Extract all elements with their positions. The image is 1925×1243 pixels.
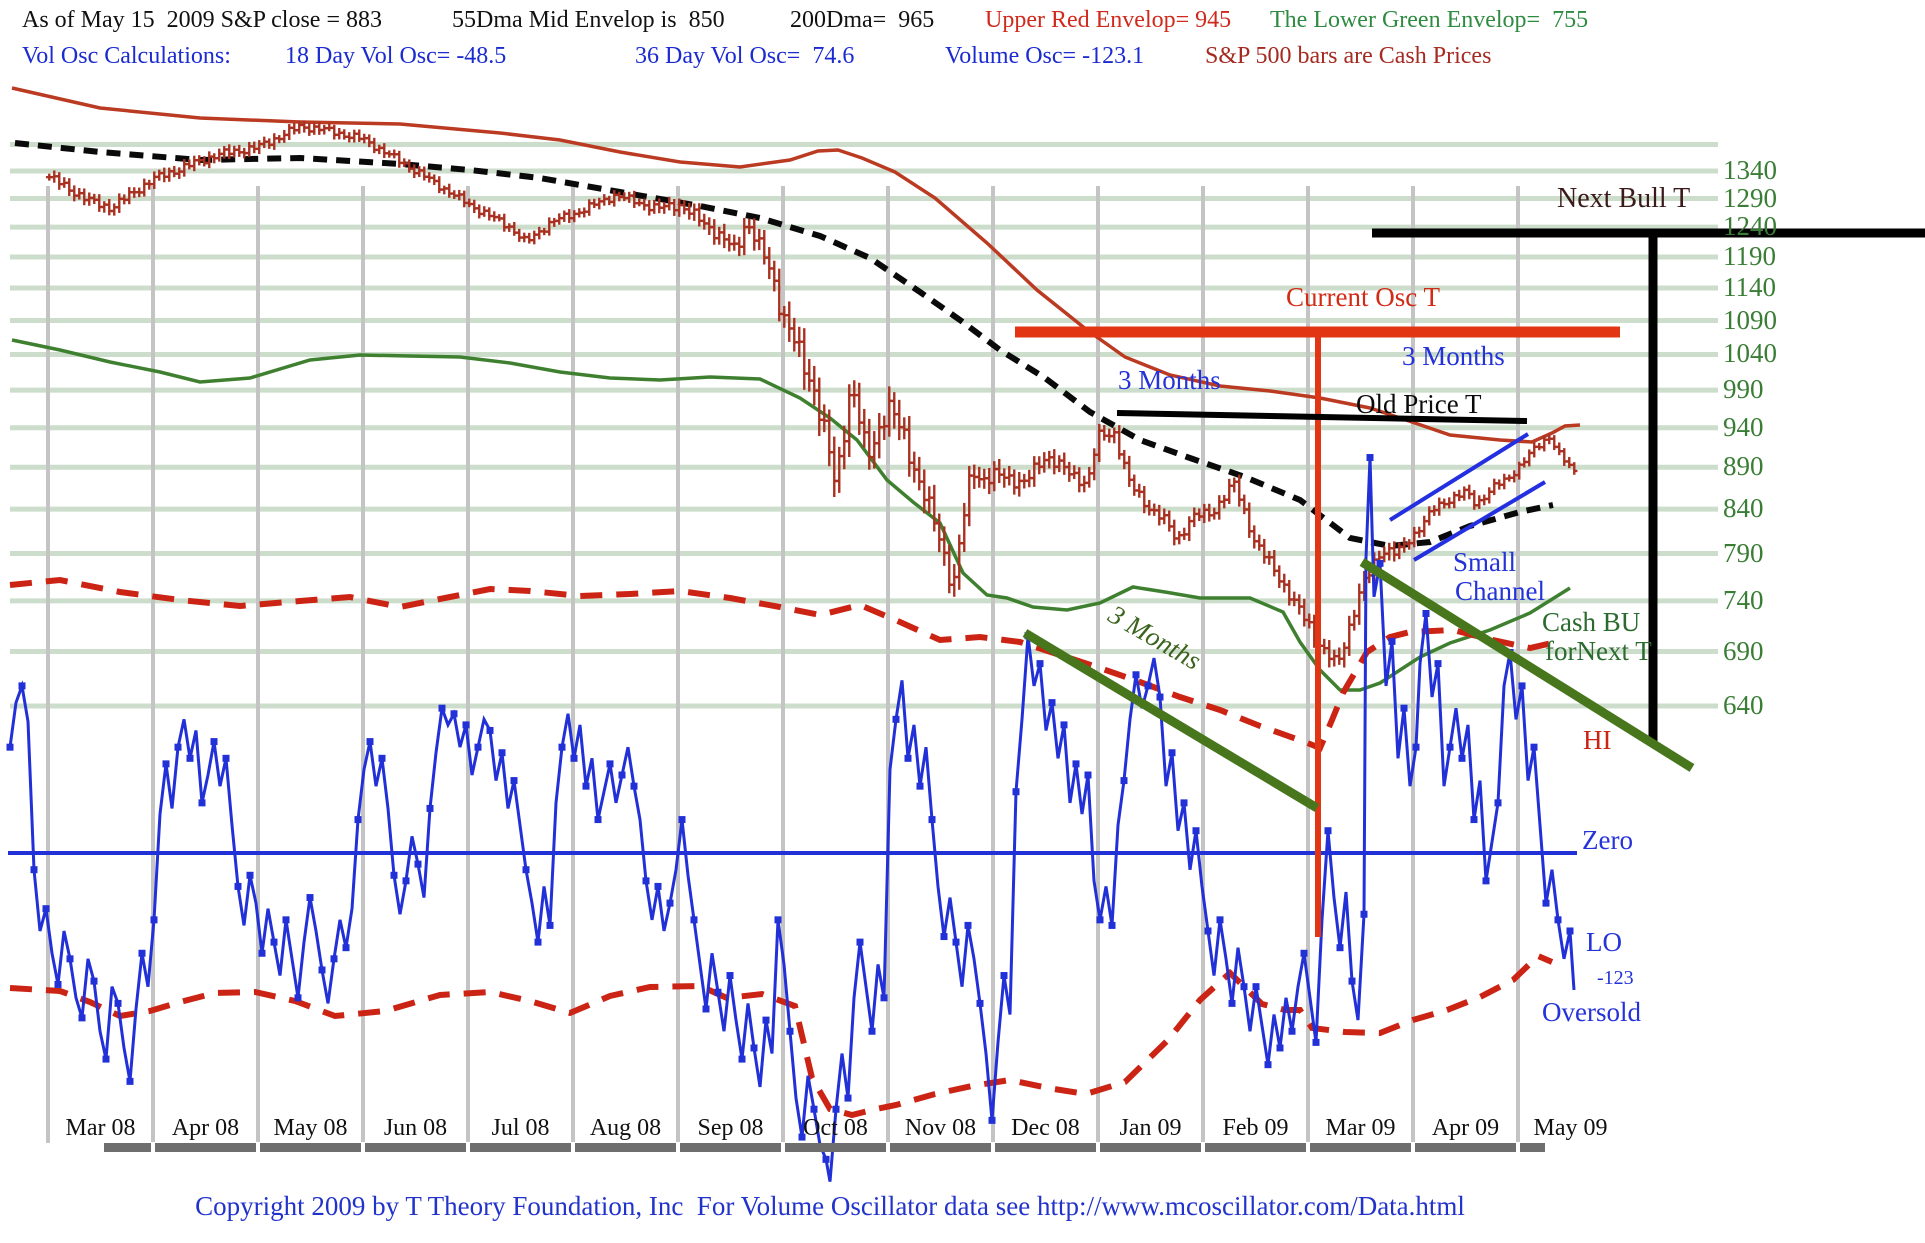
header-vol-osc-calc: Vol Osc Calculations: [22,43,231,69]
header-55dma: 55Dma Mid Envelop is 850 [452,7,725,33]
label-3-months-right: 3 Months [1402,341,1505,371]
osc-lo-envelope [9,952,1554,1119]
price-tick-840: 840 [1723,493,1764,524]
osc-hi-envelope [9,576,1553,752]
label-next-bull-t: Next Bull T [1557,183,1691,214]
label-minus-123: -123 [1597,967,1634,989]
price-tick-790: 790 [1723,537,1764,568]
month-label-aug-08: Aug 08 [589,1115,662,1141]
month-label-sep-08: Sep 08 [697,1115,764,1141]
price-bars [46,120,1578,668]
small-channel-lower [1412,480,1547,562]
label-lo: LO [1586,927,1622,957]
upper-red-envelope-line [11,86,1581,444]
month-label-apr-08: Apr 08 [171,1115,240,1141]
month-label-may-08: May 08 [273,1115,348,1141]
price-tick-990: 990 [1723,374,1764,405]
lower-green-envelope-line [11,338,1571,692]
price-tick-1140: 1140 [1723,272,1776,303]
volume-oscillator-line [8,457,1576,1182]
month-label-may-09: May 09 [1533,1115,1608,1141]
header-lower-envelope: The Lower Green Envelop= 755 [1270,7,1589,33]
header-volume-osc: Volume Osc= -123.1 [945,43,1145,69]
month-label-nov-08: Nov 08 [904,1115,977,1141]
label-small-channel-line1: Small [1453,547,1517,577]
label-3-months-left: 3 Months [1118,365,1221,395]
price-tick-1340: 1340 [1723,155,1777,185]
label-zero: Zero [1582,825,1633,855]
55dma-line [14,140,1554,550]
volume-oscillator-markers [6,454,1574,1163]
price-tick-1040: 1040 [1723,338,1777,369]
x-axis-bar [104,1143,1545,1152]
month-label-jul-08: Jul 08 [491,1115,550,1141]
header-36day: 36 Day Vol Osc= 74.6 [635,43,855,69]
label-cash-bu-line2: forNext T [1545,636,1652,666]
label-old-price-t: Old Price T [1356,389,1482,419]
month-label-jan-09: Jan 09 [1119,1115,1182,1141]
small-channel-upper [1388,432,1530,522]
month-label-dec-08: Dec 08 [1011,1115,1080,1141]
month-label-mar-08: Mar 08 [65,1115,136,1141]
old-price-t-line [1116,410,1528,424]
label-hi: HI [1583,725,1612,755]
month-label-oct-08: Oct 08 [803,1115,868,1141]
price-tick-640: 640 [1723,690,1764,720]
green-trendline-cash [1359,558,1695,772]
month-label-feb-09: Feb 09 [1222,1115,1289,1141]
price-tick-1190: 1190 [1723,240,1776,271]
green-trendline-osc [1022,629,1320,812]
price-tick-890: 890 [1723,451,1764,482]
price-tick-1240: 1240 [1723,211,1777,242]
header-upper-envelope: Upper Red Envelop= 945 [985,7,1232,33]
label-small-channel-line2: Channel [1455,576,1545,606]
label-cash-bu-line1: Cash BU [1542,607,1641,637]
label-oversold: Oversold [1542,997,1641,1027]
month-label-jun-08: Jun 08 [383,1115,448,1141]
header-18day: 18 Day Vol Osc= -48.5 [285,43,507,69]
price-tick-940: 940 [1723,411,1764,442]
month-label-apr-09: Apr 09 [1431,1115,1500,1141]
price-tick-1090: 1090 [1723,304,1777,335]
header-asof: As of May 15 2009 S&P close = 883 [22,7,382,33]
header-200dma: 200Dma= 965 [790,7,935,33]
month-label-mar-09: Mar 09 [1325,1115,1396,1141]
copyright-text: Copyright 2009 by T Theory Foundation, I… [195,1191,1465,1221]
label-current-osc-t: Current Osc T [1286,282,1440,312]
price-tick-740: 740 [1723,584,1764,615]
header-cash-prices: S&P 500 bars are Cash Prices [1205,43,1492,69]
price-tick-1290: 1290 [1723,182,1777,213]
price-tick-690: 690 [1723,635,1764,666]
